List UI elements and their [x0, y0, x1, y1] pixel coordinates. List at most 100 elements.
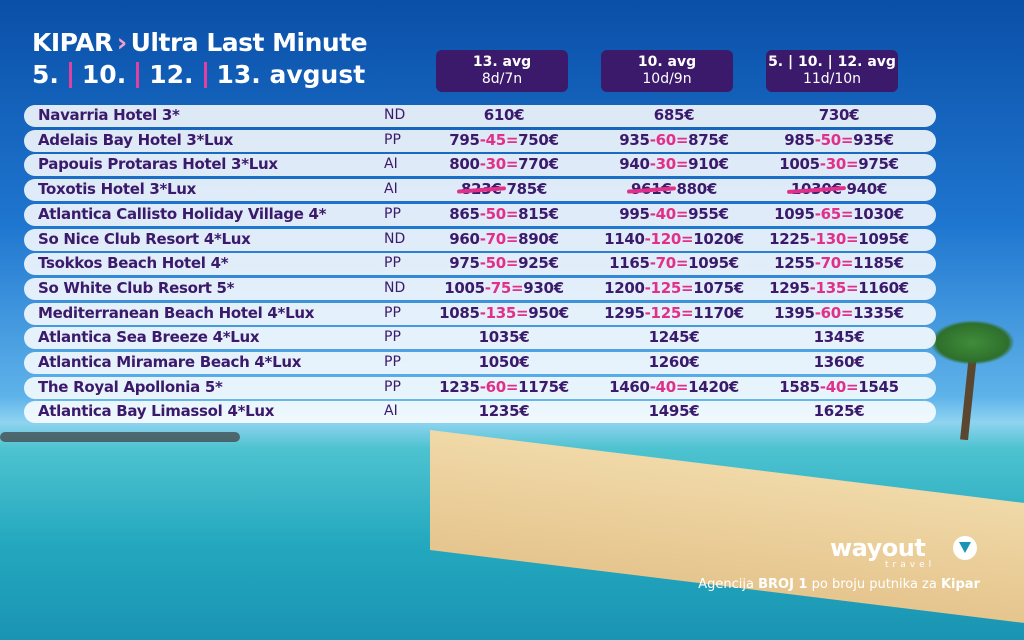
price-cell: 1005-30=975€ [759, 155, 919, 173]
base-price: 935 [619, 130, 650, 149]
base-price: 1165 [609, 254, 650, 273]
price-cell: 1200-125=1075€ [594, 279, 754, 297]
column-date: 10. avg [637, 54, 697, 70]
hotel-name: Tsokkos Beach Hotel 4* [38, 254, 229, 273]
base-price: 1085 [439, 303, 480, 322]
price-cell: 1255-70=1185€ [759, 254, 919, 272]
discount-amount: -45= [479, 130, 519, 149]
tagline-highlight: Kipar [940, 577, 980, 592]
price-cell: 960-70=890€ [424, 230, 584, 248]
base-price: 995 [619, 204, 650, 223]
base-price: 960 [449, 229, 480, 248]
final-price: 910€ [688, 155, 729, 174]
wayout-logo: wayout [830, 534, 926, 562]
board-type: AI [384, 181, 398, 198]
tagline-highlight: BROJ 1 [758, 577, 808, 592]
base-price: 1295 [769, 278, 810, 297]
price-cell: 1395-60=1335€ [759, 304, 919, 322]
price-cell: 961€ 880€ [594, 180, 754, 198]
hotel-name: Atlantica Bay Limassol 4*Lux [38, 402, 275, 421]
sand-beach [430, 430, 1024, 627]
final-price: 1345€ [813, 328, 865, 347]
discount-amount: -60= [649, 130, 689, 149]
table-row: Tsokkos Beach Hotel 4* PP 975-50=925€ 1165-… [24, 253, 936, 276]
price-cell: 975-50=925€ [424, 254, 584, 272]
final-price: 875€ [688, 130, 729, 149]
discount-amount: -135= [809, 278, 859, 297]
price-cell: 1005-75=930€ [424, 279, 584, 297]
price-cell: 1345€ [759, 328, 919, 346]
column-date: 5. | 10. | 12. avg [768, 54, 896, 70]
final-price: 1545 [858, 377, 899, 396]
table-row: Atlantica Callisto Holiday Village 4* PP 8… [24, 203, 936, 226]
discount-amount: -50= [479, 254, 519, 273]
base-price: 865 [449, 204, 480, 223]
column-header-3: 5. | 10. | 12. avg 11d/10n [766, 50, 898, 92]
column-header-2: 10. avg 10d/9n [601, 50, 733, 92]
discount-amount: -70= [479, 229, 519, 248]
price-cell: 1585-40=1545 [759, 378, 919, 396]
logo-arrow-icon [953, 536, 977, 560]
tagline-text: po broju putnika za [807, 577, 941, 592]
price-cell: 685€ [594, 106, 754, 124]
discount-amount: -75= [484, 278, 524, 297]
price-cell: 1030€ 940€ [759, 180, 919, 198]
final-price: 880€ [676, 180, 718, 199]
date-separator [203, 61, 207, 88]
price-cell: 610€ [424, 106, 584, 124]
base-price: 1005 [444, 278, 485, 297]
column-duration: 8d/7n [481, 71, 523, 87]
date-item: 5. [32, 60, 59, 89]
final-price: 1495€ [648, 402, 700, 421]
base-price: 795 [449, 130, 480, 149]
table-row: Mediterranean Beach Hotel 4*Lux PP 1085-13… [24, 302, 936, 325]
price-cell: 730€ [759, 106, 919, 124]
price-cell: 1165-70=1095€ [594, 254, 754, 272]
hotel-name: The Royal Apollonia 5* [38, 377, 223, 396]
base-price: 940 [619, 155, 650, 174]
hotel-name: Atlantica Sea Breeze 4*Lux [38, 328, 260, 347]
final-price: 1170€ [693, 303, 744, 322]
base-price: 1005 [779, 155, 820, 174]
discount-amount: -60= [814, 303, 854, 322]
price-cell: 1235-60=1175€ [424, 378, 584, 396]
table-row: Navarria Hotel 3* ND 610€ 685€ 730€ [24, 105, 936, 127]
discount-amount: -30= [479, 155, 519, 174]
final-price: 1625€ [813, 402, 865, 421]
agency-tagline: Agencija BROJ 1 po broju putnika za Kipa… [698, 577, 980, 592]
price-cell: 1360€ [759, 353, 919, 371]
base-price: 1295 [604, 303, 645, 322]
board-type: PP [384, 255, 401, 272]
hotel-name: Papouis Protaras Hotel 3*Lux [38, 155, 278, 174]
table-row: Adelais Bay Hotel 3*Lux PP 795-45=750€ 935-… [24, 129, 936, 152]
discount-amount: -125= [644, 278, 694, 297]
departure-dates: 5. 10. 12. 13. avgust [32, 60, 365, 89]
final-price: 935€ [853, 130, 894, 149]
base-price: 1585 [779, 377, 820, 396]
discount-amount: -130= [809, 229, 859, 248]
date-item: 13. avgust [216, 60, 366, 89]
discount-amount: -70= [814, 254, 854, 273]
final-price: 1035€ [478, 328, 530, 347]
base-price: 1255 [774, 254, 815, 273]
table-row: Atlantica Miramare Beach 4*Lux PP 1050€ 126… [24, 352, 936, 374]
hotel-name: Toxotis Hotel 3*Lux [38, 180, 197, 199]
final-price: 1260€ [648, 353, 700, 371]
table-row: So Nice Club Resort 4*Lux ND 960-70=890€ 11… [24, 228, 936, 251]
price-cell: 1460-40=1420€ [594, 378, 754, 396]
final-price: 1175€ [518, 377, 569, 396]
final-price: 610€ [483, 106, 525, 124]
board-type: ND [384, 279, 406, 296]
offer-title: Ultra Last Minute [130, 28, 368, 57]
final-price: 1095€ [858, 229, 909, 248]
price-cell: 1295-125=1170€ [594, 304, 754, 322]
table-row: So White Club Resort 5* ND 1005-75=930€ 120… [24, 277, 936, 300]
rocks-shoreline [0, 432, 240, 442]
base-price: 1140 [604, 229, 645, 248]
old-price-strikethrough: 1030€ [790, 180, 842, 199]
final-price: 1030€ [853, 204, 904, 223]
destination-label: KIPAR [32, 28, 113, 57]
price-cell: 1225-130=1095€ [759, 230, 919, 248]
hotel-name: Atlantica Callisto Holiday Village 4* [38, 204, 327, 223]
price-cell: 935-60=875€ [594, 131, 754, 149]
